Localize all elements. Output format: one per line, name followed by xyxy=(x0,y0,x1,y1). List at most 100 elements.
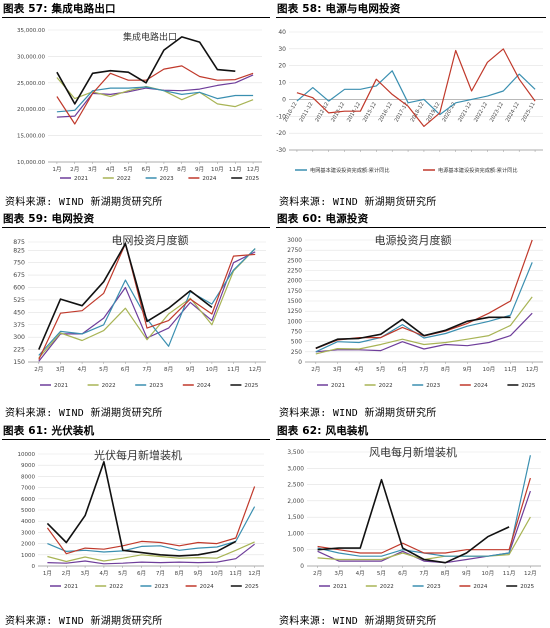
y-tick-label: 9000 xyxy=(21,463,35,469)
legend-label: 2025 xyxy=(521,383,535,389)
x-tick-label: 1月 xyxy=(43,570,52,577)
chart-60-power-source-investment: 0 250 500 750 1000 1250 1500 1750 2000 2250 2500 27… xyxy=(287,233,543,389)
legend-label: 2023 xyxy=(426,383,440,389)
header-rule xyxy=(276,227,546,228)
y-tick-label: 10 xyxy=(278,80,286,87)
header-rule xyxy=(2,17,270,18)
legend-label: 2022 xyxy=(380,584,394,590)
series-line-2021 xyxy=(38,251,256,362)
x-tick-label: 3月 xyxy=(334,570,343,577)
series-line-2024 xyxy=(38,243,256,360)
x-tick-label: 5月 xyxy=(376,366,385,373)
y-tick-label: 20,000.00 xyxy=(17,107,45,113)
source-note: 资料来源: WIND 新湖期货研究所 xyxy=(5,408,163,419)
x-tick-label: 4月 xyxy=(78,366,87,373)
y-tick-label: 3,500 xyxy=(287,450,304,456)
x-tick-label: 11月 xyxy=(229,166,242,173)
y-tick-label: 40 xyxy=(278,29,286,36)
legend-label: 2024 xyxy=(197,383,211,389)
x-tick-label: 2023-12 xyxy=(489,101,505,123)
series-line-2025 xyxy=(46,461,237,557)
x-tick-label: 3月 xyxy=(81,570,90,577)
source-note: 资料来源: WIND 新湖期货研究所 xyxy=(5,197,163,208)
x-tick-label: 4月 xyxy=(99,570,108,577)
chart-62-wind-installation: 0 500 1,000 1,500 2,000 2,500 3,000 3,500 2月 3月 4月… xyxy=(287,445,541,590)
x-tick-label: 12月 xyxy=(249,366,262,373)
x-tick-label: 9月 xyxy=(462,570,471,577)
x-tick-label: 2014-12 xyxy=(346,101,362,123)
series-line-2021 xyxy=(317,490,531,564)
chart-title: 电源投资月度额 xyxy=(375,233,452,247)
x-tick-label: 4月 xyxy=(355,366,364,373)
y-tick-label: 2,000 xyxy=(287,499,304,505)
chart-title: 风电每月新增装机 xyxy=(369,445,457,459)
y-tick-label: 375 xyxy=(13,322,25,329)
legend-label: 2022 xyxy=(379,383,393,389)
series-line-2024 xyxy=(317,477,531,554)
x-tick-label: 5月 xyxy=(99,366,108,373)
x-tick-label: 9月 xyxy=(186,366,195,373)
x-tick-label: 10月 xyxy=(481,570,494,577)
y-tick-label: 825 xyxy=(13,247,25,254)
legend-label: 2025 xyxy=(245,176,259,182)
x-tick-label: 2017-12 xyxy=(394,101,410,123)
x-tick-label: 12月 xyxy=(248,570,261,577)
chart-61-pv-installation: 0 1000 2000 3000 4000 5000 6000 7000 8000 9000 100… xyxy=(18,448,264,590)
y-tick-label: 2000 xyxy=(21,542,35,548)
x-tick-label: 2011-12 xyxy=(299,101,315,123)
x-tick-label: 2019-12 xyxy=(426,101,442,123)
series-line-2025 xyxy=(56,36,236,105)
source-note: 资料来源: WIND 新湖期货研究所 xyxy=(279,408,437,419)
x-tick-label: 5月 xyxy=(118,570,127,577)
y-tick-label: 450 xyxy=(13,309,25,316)
chart-header-57: 图表 57: 集成电路出口 xyxy=(3,3,116,15)
y-tick-label: 1000 xyxy=(21,553,35,559)
x-tick-label: 2月 xyxy=(62,570,71,577)
x-tick-label: 6月 xyxy=(398,366,407,373)
x-tick-label: 11月 xyxy=(229,570,242,577)
legend-label: 电网基本建设投资完成额:累计同比 xyxy=(310,166,390,174)
header-rule xyxy=(276,17,546,18)
x-tick-label: 2021-12 xyxy=(457,101,473,123)
x-tick-label: 7月 xyxy=(159,166,168,173)
x-tick-label: 3月 xyxy=(333,366,342,373)
x-tick-label: 3月 xyxy=(56,366,65,373)
y-tick-label: 5000 xyxy=(21,508,35,514)
y-tick-label: 1500 xyxy=(287,299,302,305)
y-tick-label: 0 xyxy=(300,564,304,570)
header-rule xyxy=(276,439,546,440)
y-tick-label: 3000 xyxy=(287,238,302,244)
x-tick-label: 3月 xyxy=(88,166,97,173)
legend-label: 2024 xyxy=(200,584,214,590)
x-tick-label: 7月 xyxy=(156,570,165,577)
legend-label: 2023 xyxy=(154,584,168,590)
y-tick-label: 600 xyxy=(13,285,25,292)
x-tick-label: 2月 xyxy=(311,366,320,373)
legend-label: 2024 xyxy=(473,584,487,590)
y-tick-label: 8000 xyxy=(21,474,35,480)
series-line-2022 xyxy=(47,541,255,563)
header-rule xyxy=(2,439,270,440)
x-tick-label: 7月 xyxy=(142,366,151,373)
x-tick-label: 6月 xyxy=(121,366,130,373)
x-tick-label: 8月 xyxy=(175,570,184,577)
chart-header-58: 图表 58: 电源与电网投资 xyxy=(277,3,401,15)
x-tick-label: 8月 xyxy=(164,366,173,373)
x-tick-label: 8月 xyxy=(441,570,450,577)
x-tick-label: 2月 xyxy=(70,166,79,173)
x-tick-label: 5月 xyxy=(124,166,133,173)
y-tick-label: 1250 xyxy=(287,309,302,315)
legend-label: 2021 xyxy=(54,383,68,389)
legend-label: 2021 xyxy=(64,584,78,590)
legend-label: 2025 xyxy=(520,584,534,590)
legend-label: 2024 xyxy=(474,383,488,389)
x-tick-label: 12月 xyxy=(524,570,537,577)
series-line-2025 xyxy=(38,242,213,350)
chart-title: 集成电路出口 xyxy=(123,31,177,43)
x-tick-label: 12月 xyxy=(526,366,539,373)
x-tick-label: 11月 xyxy=(227,366,240,373)
x-tick-label: 6月 xyxy=(137,570,146,577)
x-tick-label: 10月 xyxy=(211,166,224,173)
series-line-2023 xyxy=(317,455,531,557)
y-tick-label: 35,000.00 xyxy=(17,28,45,34)
